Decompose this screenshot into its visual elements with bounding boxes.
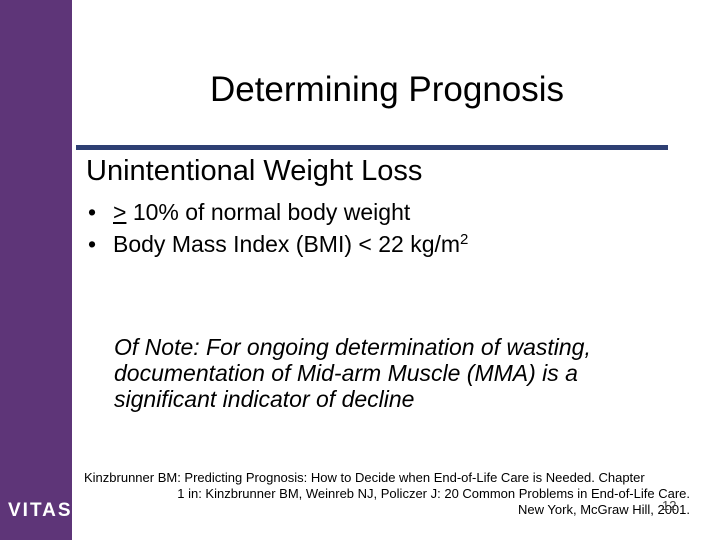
- page-number: 12: [662, 498, 677, 513]
- reference-line-1: Kinzbrunner BM: Predicting Prognosis: Ho…: [84, 470, 645, 485]
- greater-equal-symbol: >: [113, 199, 127, 225]
- slide-title: Determining Prognosis: [209, 70, 565, 109]
- bullet-text: Body Mass Index (BMI) < 22 kg/m: [113, 231, 461, 257]
- bullet-item: • > 10% of normal body weight: [88, 196, 468, 228]
- section-heading: Unintentional Weight Loss: [86, 155, 423, 187]
- vitas-logo: VITAS®: [8, 499, 80, 521]
- title-divider: [76, 145, 668, 150]
- bullet-list: • > 10% of normal body weight • Body Mass …: [88, 196, 468, 260]
- bullet-icon: •: [88, 231, 97, 257]
- bullet-superscript: 2: [460, 231, 469, 248]
- note-text: Of Note: For ongoing determination of wa…: [114, 334, 591, 412]
- bullet-text: 10% of normal body weight: [126, 199, 411, 225]
- brand-sidebar: VITAS®: [0, 0, 79, 540]
- reference-line-3: New York, McGraw Hill, 2001.: [518, 502, 690, 517]
- bullet-item: • Body Mass Index (BMI) < 22 kg/m2: [88, 228, 468, 260]
- reference-citation: Kinzbrunner BM: Predicting Prognosis: Ho…: [84, 470, 690, 518]
- bullet-icon: •: [88, 199, 97, 225]
- reference-line-2: 1 in: Kinzbrunner BM, Weinreb NJ, Policz…: [177, 486, 690, 501]
